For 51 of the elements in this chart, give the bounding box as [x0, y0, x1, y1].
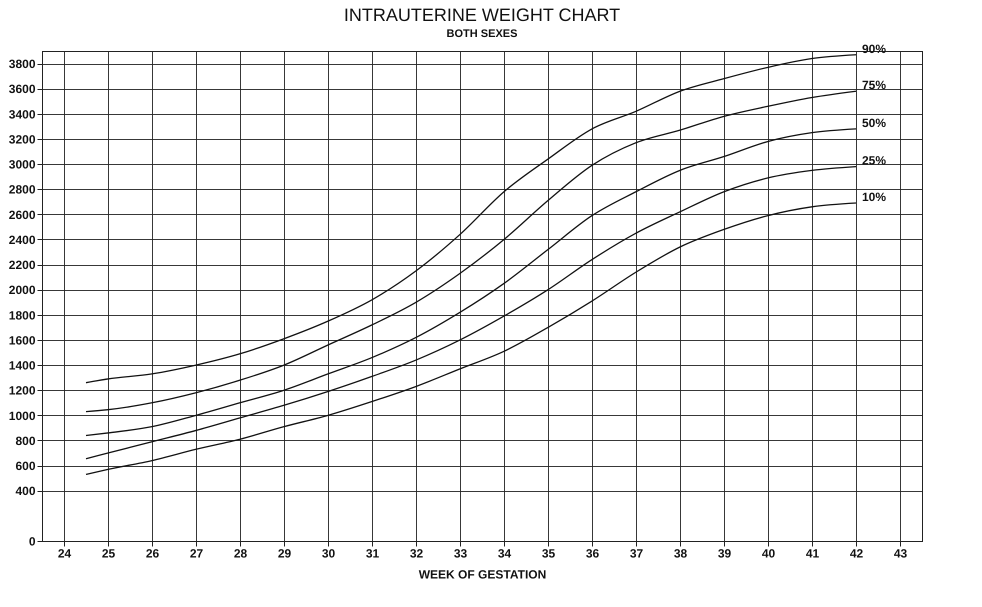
series-label: 75% — [862, 78, 886, 92]
x-tick-label: 41 — [806, 546, 820, 560]
x-tick-label: 43 — [894, 546, 908, 560]
y-tick-label: 1600 — [8, 333, 36, 348]
x-tick-label: 29 — [278, 546, 292, 560]
x-tick-label: 30 — [322, 546, 336, 560]
chart-subtitle: BOTH SEXES — [446, 28, 518, 40]
y-tick-label: 0 — [28, 534, 36, 548]
y-tick-label: 400 — [15, 484, 36, 498]
y-tick-label: 1200 — [8, 384, 36, 398]
y-tick-label: 1400 — [8, 358, 36, 373]
x-tick-label: 42 — [850, 546, 864, 560]
x-tick-label: 25 — [102, 546, 116, 560]
y-tick-label: 3200 — [8, 132, 36, 146]
y-tick-label: 600 — [15, 459, 36, 474]
y-tick-label: 2200 — [8, 258, 36, 272]
x-tick-label: 27 — [190, 546, 204, 560]
x-tick-label: 31 — [366, 546, 380, 560]
line-series — [85, 54, 857, 384]
y-tick-label: 1000 — [8, 408, 36, 423]
series-label: 25% — [862, 154, 886, 168]
x-tick-label: 36 — [586, 546, 600, 560]
y-tick-label: 2800 — [8, 182, 36, 197]
x-tick-label: 37 — [630, 546, 644, 560]
y-tick-label: 3400 — [8, 107, 36, 122]
x-tick-label: 39 — [718, 546, 732, 560]
x-tick-label: 24 — [58, 546, 72, 560]
x-tick-label: 32 — [410, 546, 424, 560]
y-tick-label: 1800 — [8, 308, 36, 322]
series-label: 50% — [862, 116, 886, 130]
line-series — [85, 166, 857, 460]
y-tick-label: 3600 — [8, 82, 36, 96]
x-tick-label: 26 — [146, 546, 160, 560]
series-label: 10% — [862, 190, 886, 204]
line-series — [85, 90, 857, 412]
y-tick-label: 2600 — [8, 208, 36, 222]
y-tick-label: 3800 — [8, 57, 36, 72]
y-tick-label: 2400 — [8, 232, 36, 247]
x-tick-label: 38 — [674, 546, 688, 560]
chart-title: INTRAUTERINE WEIGHT CHART — [344, 4, 620, 25]
y-tick-label: 2000 — [8, 283, 36, 298]
y-tick-label: 3000 — [8, 158, 36, 172]
x-tick-label: 28 — [234, 546, 248, 560]
x-tick-label: 33 — [454, 546, 468, 560]
y-tick-label: 800 — [15, 434, 36, 448]
x-axis-title: WEEK OF GESTATION — [418, 568, 546, 582]
line-series — [85, 202, 857, 476]
line-series — [85, 128, 857, 436]
x-tick-label: 40 — [762, 546, 776, 560]
x-tick-label: 35 — [542, 546, 556, 560]
x-tick-label: 34 — [498, 546, 512, 560]
